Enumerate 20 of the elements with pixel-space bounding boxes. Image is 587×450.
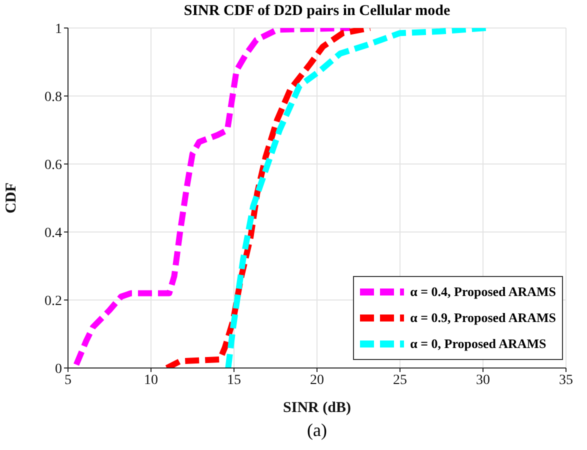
x-tick-label: 15 — [227, 372, 241, 388]
y-axis-title: CDF — [3, 182, 20, 214]
x-tick-label: 35 — [559, 372, 573, 388]
y-tick-label: 0.8 — [44, 90, 62, 105]
legend-label: α = 0, Proposed ARAMS — [410, 336, 546, 352]
y-tick-label: 1 — [55, 22, 62, 37]
legend-label: α = 0.9, Proposed ARAMS — [410, 310, 556, 326]
y-tick-label: 0.4 — [44, 226, 62, 241]
text: (a) — [306, 420, 328, 441]
y-tick-label: 0.6 — [44, 158, 62, 173]
x-tick-label: 25 — [393, 372, 407, 388]
x-tick-label: 20 — [310, 372, 324, 388]
x-tick-label: 10 — [144, 372, 158, 388]
x-tick-label: 30 — [476, 372, 490, 388]
legend-label: α = 0.4, Proposed ARAMS — [410, 284, 556, 300]
x-tick-label: 5 — [64, 372, 72, 388]
chart-title: SINR CDF of D2D pairs in Cellular mode — [182, 3, 452, 20]
y-tick-label: 0.2 — [44, 294, 62, 309]
x-axis-title: SINR (dB) — [283, 400, 351, 416]
y-tick-label: 0 — [55, 362, 62, 377]
